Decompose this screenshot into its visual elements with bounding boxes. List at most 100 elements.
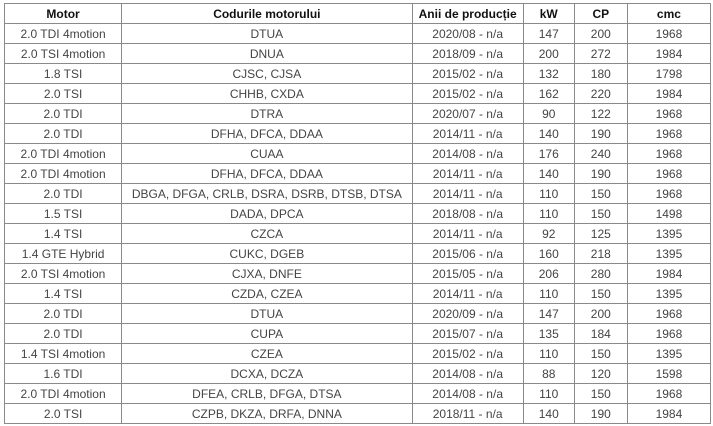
- table-row: 2.0 TDI 4motion DFHA, DFCA, DDAA 2014/11 -…: [3, 163, 712, 184]
- cell-motor: 1.8 TSI: [3, 63, 123, 84]
- cell-motor: 2.0 TDI 4motion: [3, 383, 123, 404]
- cell-cmc: 1395: [626, 343, 712, 364]
- cell-engine-codes: CZCA: [121, 223, 413, 244]
- cell-cp: 184: [573, 323, 628, 344]
- cell-motor: 2.0 TSI: [3, 83, 123, 104]
- cell-motor: 1.5 TSI: [3, 203, 123, 224]
- cell-cmc: 1984: [626, 43, 712, 64]
- cell-motor: 1.6 TDI: [3, 363, 123, 384]
- cell-engine-codes: DNUA: [121, 43, 413, 64]
- table-row: 2.0 TDI DTRA 2020/07 - n/a 90 122 1968: [3, 103, 712, 124]
- cell-kw: 110: [522, 343, 575, 364]
- cell-engine-codes: CHHB, CXDA: [121, 83, 413, 104]
- table-row: 2.0 TDI 4motion DTUA 2020/08 - n/a 147 200 19…: [3, 23, 712, 44]
- cell-engine-codes: DFEA, CRLB, DFGA, DTSA: [121, 383, 413, 404]
- cell-cp: 122: [573, 103, 628, 124]
- engine-table: Motor Codurile motorului Anii de producț…: [3, 3, 712, 424]
- cell-motor: 2.0 TDI: [3, 183, 123, 204]
- cell-cp: 190: [573, 163, 628, 184]
- cell-production-years: 2015/02 - n/a: [411, 83, 524, 104]
- cell-motor: 2.0 TDI: [3, 103, 123, 124]
- cell-cmc: 1968: [626, 103, 712, 124]
- table-row: 2.0 TDI DBGA, DFGA, CRLB, DSRA, DSRB, DTS…: [3, 183, 712, 204]
- header-row: Motor Codurile motorului Anii de producț…: [3, 3, 712, 24]
- cell-motor: 2.0 TSI: [3, 403, 123, 424]
- cell-engine-codes: CZDA, CZEA: [121, 283, 413, 304]
- cell-cp: 200: [573, 303, 628, 324]
- cell-cp: 280: [573, 263, 628, 284]
- cell-cp: 150: [573, 183, 628, 204]
- cell-motor: 2.0 TDI 4motion: [3, 163, 123, 184]
- header-motor: Motor: [3, 3, 123, 24]
- table-row: 1.4 GTE Hybrid CUKC, DGEB 2015/06 - n/a 160…: [3, 243, 712, 264]
- cell-production-years: 2018/11 - n/a: [411, 403, 524, 424]
- cell-cp: 150: [573, 203, 628, 224]
- cell-production-years: 2014/11 - n/a: [411, 123, 524, 144]
- cell-motor: 1.4 TSI: [3, 283, 123, 304]
- cell-production-years: 2015/07 - n/a: [411, 323, 524, 344]
- table-row: 1.4 TSI CZDA, CZEA 2014/11 - n/a 110 150 1395: [3, 283, 712, 304]
- cell-kw: 90: [522, 103, 575, 124]
- cell-production-years: 2020/08 - n/a: [411, 23, 524, 44]
- cell-cmc: 1395: [626, 223, 712, 244]
- table-row: 2.0 TDI 4motion DFEA, CRLB, DFGA, DTSA 201…: [3, 383, 712, 404]
- cell-kw: 132: [522, 63, 575, 84]
- cell-cmc: 1498: [626, 203, 712, 224]
- cell-engine-codes: DTUA: [121, 23, 413, 44]
- cell-motor: 2.0 TSI 4motion: [3, 43, 123, 64]
- table-row: 1.5 TSI DADA, DPCA 2018/08 - n/a 110 150 1498: [3, 203, 712, 224]
- cell-production-years: 2015/02 - n/a: [411, 63, 524, 84]
- table-row: 2.0 TDI CUPA 2015/07 - n/a 135 184 1968: [3, 323, 712, 344]
- table-row: 2.0 TSI CHHB, CXDA 2015/02 - n/a 162 220 1984: [3, 83, 712, 104]
- cell-kw: 140: [522, 163, 575, 184]
- cell-engine-codes: CUKC, DGEB: [121, 243, 413, 264]
- cell-cp: 125: [573, 223, 628, 244]
- cell-motor: 2.0 TDI: [3, 323, 123, 344]
- cell-cmc: 1984: [626, 83, 712, 104]
- cell-cmc: 1395: [626, 243, 712, 264]
- cell-kw: 88: [522, 363, 575, 384]
- cell-engine-codes: CZEA: [121, 343, 413, 364]
- cell-kw: 176: [522, 143, 575, 164]
- cell-motor: 2.0 TDI: [3, 123, 123, 144]
- header-kw: kW: [522, 3, 575, 24]
- cell-cmc: 1968: [626, 123, 712, 144]
- table-row: 1.4 TSI 4motion CZEA 2015/02 - n/a 110 150 13…: [3, 343, 712, 364]
- cell-kw: 147: [522, 303, 575, 324]
- cell-motor: 2.0 TDI 4motion: [3, 23, 123, 44]
- cell-kw: 135: [522, 323, 575, 344]
- cell-engine-codes: DFHA, DFCA, DDAA: [121, 163, 413, 184]
- cell-cp: 190: [573, 123, 628, 144]
- header-production-years: Anii de producție: [411, 3, 524, 24]
- cell-kw: 140: [522, 123, 575, 144]
- cell-kw: 206: [522, 263, 575, 284]
- cell-production-years: 2014/08 - n/a: [411, 363, 524, 384]
- cell-motor: 2.0 TDI: [3, 303, 123, 324]
- cell-cmc: 1598: [626, 363, 712, 384]
- cell-kw: 92: [522, 223, 575, 244]
- cell-engine-codes: CJSC, CJSA: [121, 63, 413, 84]
- table-row: 1.6 TDI DCXA, DCZA 2014/08 - n/a 88 120 1598: [3, 363, 712, 384]
- header-cp: CP: [573, 3, 628, 24]
- cell-kw: 200: [522, 43, 575, 64]
- cell-engine-codes: DBGA, DFGA, CRLB, DSRA, DSRB, DTSB, DTSA: [121, 183, 413, 204]
- cell-cp: 240: [573, 143, 628, 164]
- cell-engine-codes: DTRA: [121, 103, 413, 124]
- cell-production-years: 2015/02 - n/a: [411, 343, 524, 364]
- cell-production-years: 2015/06 - n/a: [411, 243, 524, 264]
- cell-production-years: 2014/08 - n/a: [411, 383, 524, 404]
- cell-cmc: 1968: [626, 303, 712, 324]
- cell-kw: 160: [522, 243, 575, 264]
- cell-cp: 220: [573, 83, 628, 104]
- cell-production-years: 2014/11 - n/a: [411, 283, 524, 304]
- cell-engine-codes: DFHA, DFCA, DDAA: [121, 123, 413, 144]
- cell-motor: 1.4 TSI 4motion: [3, 343, 123, 364]
- cell-cp: 150: [573, 343, 628, 364]
- cell-production-years: 2018/08 - n/a: [411, 203, 524, 224]
- cell-cp: 180: [573, 63, 628, 84]
- cell-production-years: 2014/11 - n/a: [411, 223, 524, 244]
- cell-motor: 1.4 GTE Hybrid: [3, 243, 123, 264]
- cell-cp: 150: [573, 283, 628, 304]
- table-row: 2.0 TDI DFHA, DFCA, DDAA 2014/11 - n/a 140 1…: [3, 123, 712, 144]
- header-cmc: cmc: [626, 3, 712, 24]
